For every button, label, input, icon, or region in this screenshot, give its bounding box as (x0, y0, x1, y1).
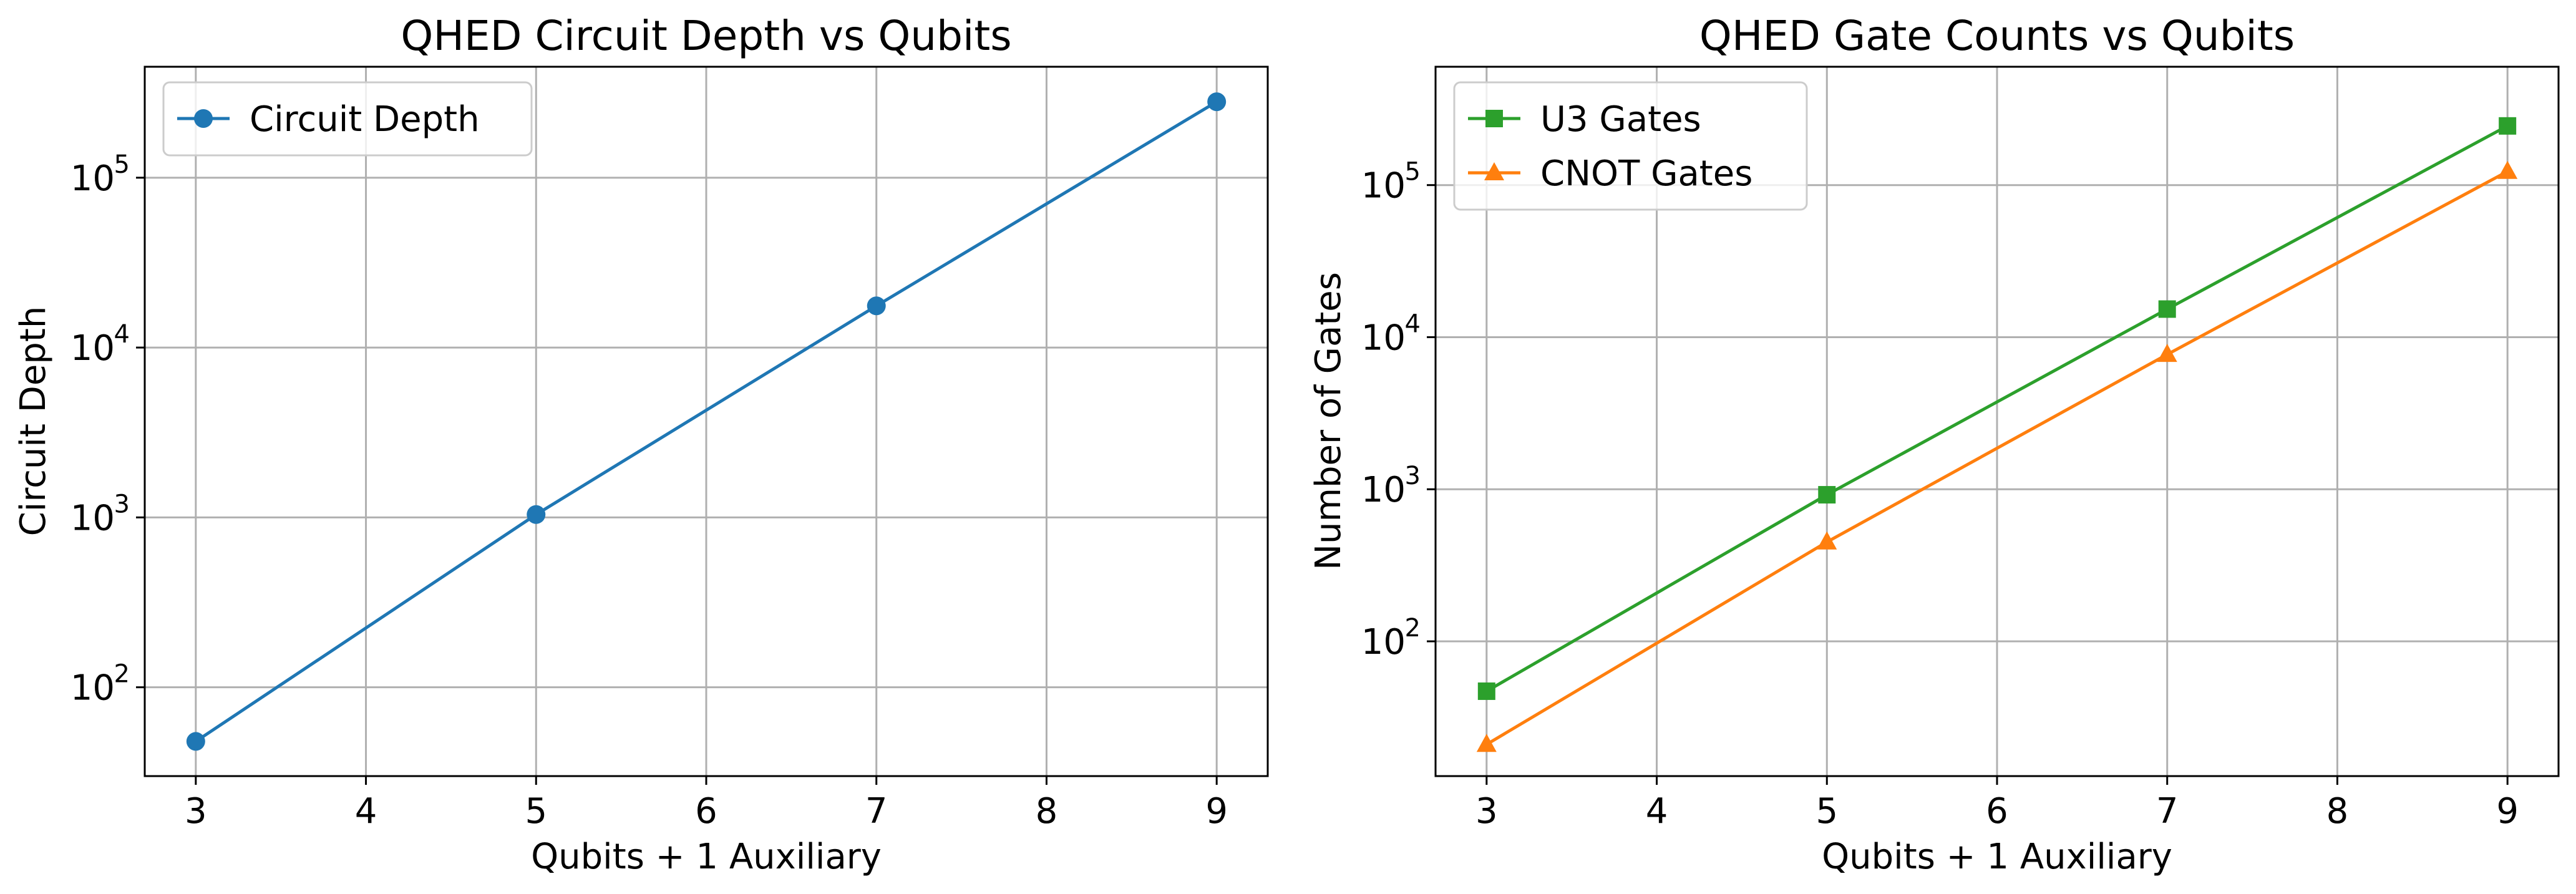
data-point (1207, 92, 1227, 112)
y-tick-label: 10 (1361, 470, 1406, 510)
y-tick-label: 10 (70, 498, 115, 538)
y-tick-exponent: 3 (114, 490, 130, 518)
data-point (527, 505, 546, 524)
y-tick-label: 10 (70, 158, 115, 199)
legend-frame (1453, 81, 1808, 211)
legend: U3 Gates CNOT Gates (1453, 81, 1808, 211)
series-line (1485, 170, 2509, 746)
x-tick-label: 7 (865, 791, 888, 832)
x-tick-label: 9 (2496, 791, 2519, 832)
x-tick-label: 3 (185, 791, 207, 832)
x-tick-label: 4 (1646, 791, 1668, 832)
x-tick-label: 4 (355, 791, 377, 832)
chart-title: QHED Circuit Depth vs Qubits (401, 12, 1011, 60)
data-point (1476, 734, 1497, 752)
y-tick-exponent: 5 (114, 150, 130, 179)
legend-entry-label: Circuit Depth (250, 99, 480, 140)
chart-title: QHED Gate Counts vs Qubits (1699, 12, 2295, 60)
data-point (867, 296, 886, 316)
series-layer (1476, 117, 2518, 752)
y-tick-label: 10 (1361, 318, 1406, 358)
y-tick-exponent: 4 (1405, 309, 1421, 338)
x-tick-label: 6 (1986, 791, 2008, 832)
legend-entry-label: U3 Gates (1540, 99, 1701, 140)
x-tick-label: 8 (2326, 791, 2349, 832)
legend-swatch-marker (1484, 162, 1504, 180)
legend-frame (162, 81, 533, 157)
data-point (1818, 486, 1836, 504)
y-tick-label: 10 (70, 328, 115, 369)
x-axis-label: Qubits + 1 Auxiliary (531, 837, 882, 877)
depth-chart: QHED Circuit Depth vs Qubits 3 4 5 6 7 8 91021… (13, 12, 1269, 877)
grid-lines (145, 67, 1268, 776)
data-point (186, 732, 205, 751)
legend-entry-label: CNOT Gates (1540, 153, 1752, 194)
y-tick-exponent: 5 (1405, 158, 1421, 187)
series-layer (186, 92, 1227, 751)
x-tick-label: 6 (695, 791, 717, 832)
legend: Circuit Depth (162, 81, 533, 157)
series-line (195, 100, 1218, 743)
y-tick-exponent: 2 (114, 660, 130, 689)
y-tick-label: 10 (1361, 622, 1406, 663)
x-tick-label: 9 (1205, 791, 1228, 832)
data-point (1477, 682, 1495, 700)
y-tick-exponent: 2 (1405, 614, 1421, 643)
x-tick-label: 5 (1815, 791, 1838, 832)
y-axis-label: Circuit Depth (13, 306, 54, 537)
gate-counts-chart: QHED Gate Counts vs Qubits 3 4 5 6 7 8 9102103… (1308, 12, 2560, 877)
y-tick-label: 10 (1361, 166, 1406, 206)
y-tick-exponent: 4 (114, 320, 130, 349)
data-point (2497, 160, 2518, 179)
x-tick-label: 3 (1475, 791, 1498, 832)
data-point (2158, 300, 2176, 318)
data-point (1817, 531, 1837, 550)
y-tick-label: 10 (70, 668, 115, 709)
y-tick-exponent: 3 (1405, 462, 1421, 490)
x-tick-label: 7 (2156, 791, 2179, 832)
x-axis-label: Qubits + 1 Auxiliary (1822, 837, 2172, 877)
legend-swatch-marker (194, 109, 213, 128)
x-tick-label: 5 (525, 791, 547, 832)
legend-swatch-marker (1485, 110, 1503, 127)
x-tick-label: 8 (1036, 791, 1058, 832)
data-point (2157, 344, 2177, 362)
series-line (1485, 124, 2509, 693)
y-axis-label: Number of Gates (1308, 272, 1349, 570)
data-point (2499, 117, 2517, 135)
